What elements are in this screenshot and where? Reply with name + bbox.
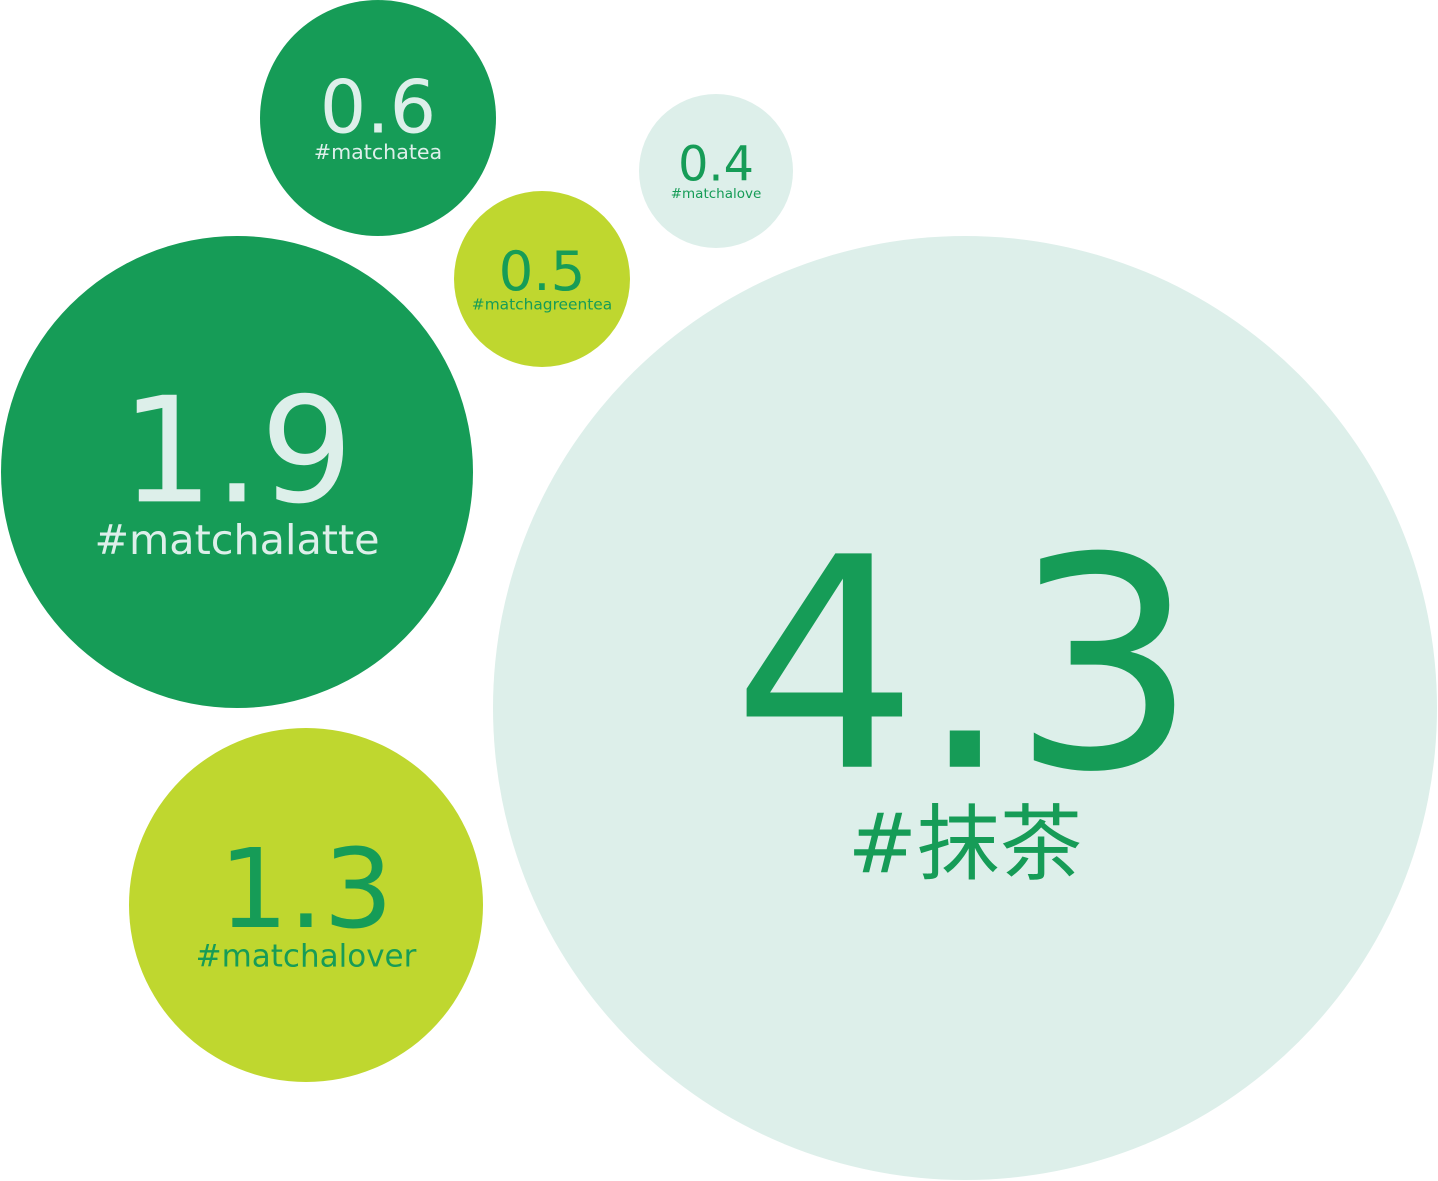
bubble-circle--: [493, 236, 1437, 1180]
bubble-matchalover: 1.3#matchalover: [129, 728, 483, 1082]
bubble-circle-matchalover: [129, 728, 483, 1082]
bubble-value-matchalatte: 1.9: [121, 365, 354, 536]
bubble-circle-matchagreentea: [454, 191, 630, 367]
bubble-matchagreentea: 0.5#matchagreentea: [454, 191, 630, 367]
bubble-circle-matchalove: [639, 94, 793, 248]
bubble-circle-matchalatte: [1, 236, 473, 708]
bubble-value-matchalove: 0.4: [678, 138, 754, 193]
bubble-label-matchatea: #matchatea: [314, 140, 442, 164]
bubble-label-matchalatte: #matchalatte: [94, 516, 379, 564]
bubble--: 4.3#抹茶: [493, 236, 1437, 1180]
bubble-matchalove: 0.4#matchalove: [639, 94, 793, 248]
bubble-value-matchatea: 0.6: [320, 66, 436, 151]
bubble-value-matchagreentea: 0.5: [499, 239, 586, 303]
bubble-label-matchalove: #matchalove: [671, 186, 762, 202]
bubble-label--: #抹茶: [848, 796, 1082, 892]
bubble-matchalatte: 1.9#matchalatte: [1, 236, 473, 708]
bubble-matchatea: 0.6#matchatea: [260, 0, 496, 236]
bubble-circle-matchatea: [260, 0, 496, 236]
bubble-label-matchagreentea: #matchagreentea: [472, 296, 612, 314]
bubble-label-matchalover: #matchalover: [196, 939, 417, 975]
bubble-value--: 4.3: [732, 496, 1197, 837]
bubble-value-matchalover: 1.3: [219, 825, 393, 953]
